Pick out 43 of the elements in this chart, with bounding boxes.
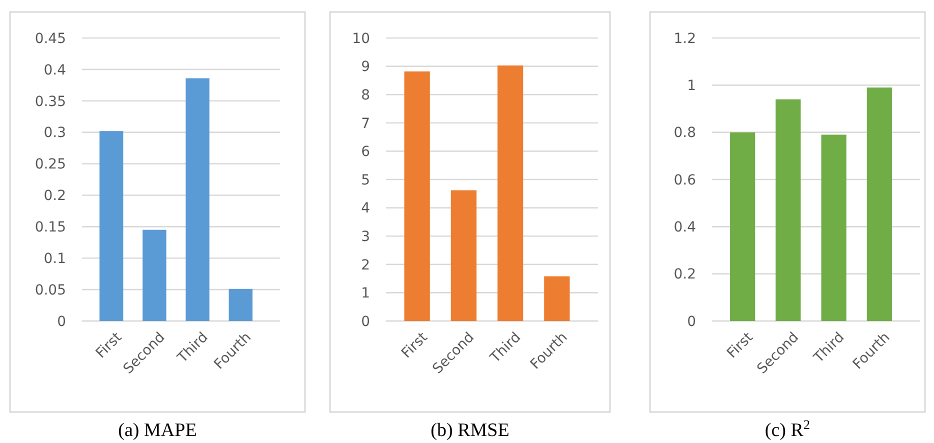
y-tick-label: 0.35 (34, 94, 66, 110)
y-tick-label: 0.4 (674, 220, 696, 236)
bar (450, 190, 477, 321)
bar (821, 134, 846, 321)
y-tick-label: 4 (361, 200, 370, 217)
y-tick-label: 1 (361, 286, 370, 302)
y-tick-label: 0.25 (34, 156, 66, 173)
y-tick-label: 0.6 (674, 172, 696, 188)
y-tick-label: 2 (361, 257, 370, 274)
y-tick-label: 0.2 (44, 188, 66, 204)
y-tick-label: 0.05 (34, 282, 66, 298)
bar (497, 65, 524, 321)
y-tick-label: 0.3 (44, 125, 66, 142)
y-tick-label: 0.15 (34, 220, 66, 236)
y-tick-label: 0.8 (674, 125, 696, 142)
text: (c) R$^{2}$ (764, 416, 810, 441)
bar (730, 132, 756, 321)
y-tick-label: 6 (361, 144, 370, 160)
y-tick-label: 7 (361, 116, 370, 132)
y-tick-label: 0 (687, 314, 696, 330)
y-tick-label: 0 (361, 314, 370, 330)
bar (228, 288, 253, 321)
y-tick-label: 0.4 (44, 62, 66, 78)
bar (866, 88, 892, 321)
y-tick-label: 0.2 (674, 266, 696, 283)
text: (a) MAPE (118, 420, 197, 441)
y-tick-label: 1 (687, 78, 696, 94)
bar (404, 71, 430, 321)
bar (99, 131, 124, 321)
bar (776, 99, 801, 321)
y-tick-label: 10 (352, 30, 370, 47)
y-tick-label: 3 (361, 229, 370, 245)
y-tick-label: 9 (361, 59, 370, 76)
y-tick-label: 1.2 (674, 30, 696, 47)
bar (186, 78, 210, 321)
y-tick-label: 0.1 (44, 251, 66, 268)
y-tick-label: 0.45 (34, 30, 66, 47)
y-tick-label: 5 (361, 172, 370, 188)
y-tick-label: 0 (57, 314, 66, 330)
bar (142, 230, 166, 321)
text: (b) RMSE (430, 420, 510, 441)
y-tick-label: 8 (361, 88, 370, 104)
bar (544, 276, 570, 321)
